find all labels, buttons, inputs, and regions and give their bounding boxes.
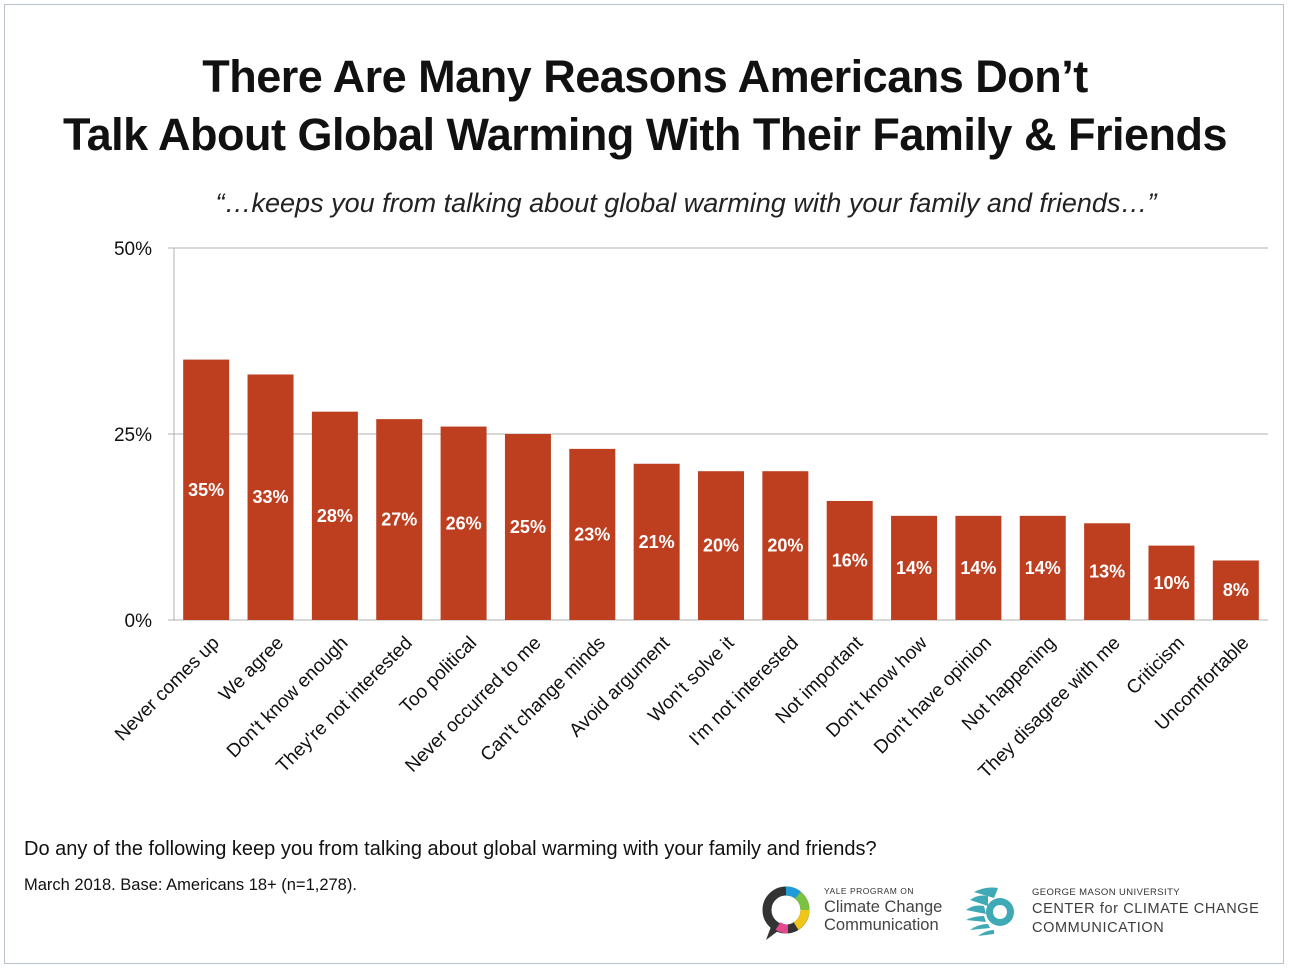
title-line-1: There Are Many Reasons Americans Don’t — [202, 51, 1088, 102]
bar-value-label: 8% — [1223, 580, 1249, 600]
survey-base-note: March 2018. Base: Americans 18+ (n=1,278… — [24, 876, 357, 894]
bar — [311, 411, 358, 620]
category-label: Don't have opinion — [870, 633, 996, 759]
gmu-logo-line-2: COMMUNICATION — [1032, 920, 1165, 936]
bar-value-label: 21% — [639, 532, 675, 552]
bar — [569, 448, 616, 620]
bar — [247, 374, 294, 620]
yale-logo-line-1: Climate Change — [824, 898, 943, 916]
bar — [698, 471, 744, 620]
y-tick-label: 25% — [114, 425, 152, 446]
bar — [955, 515, 1002, 620]
bar — [1212, 560, 1259, 620]
chart-title: There Are Many Reasons Americans Don’t T… — [0, 48, 1290, 164]
bar-value-label: 14% — [896, 558, 932, 578]
bar — [504, 434, 551, 620]
bar-value-label: 10% — [1153, 573, 1189, 593]
bar — [762, 471, 809, 620]
bar-value-label: 35% — [188, 480, 224, 500]
sunburst-logo-icon — [966, 887, 1014, 936]
bar — [826, 500, 873, 620]
bar — [1148, 545, 1195, 620]
yale-logo-small-text: YALE PROGRAM ON — [824, 886, 914, 896]
yale-logo: YALE PROGRAM ON Climate Change Communica… — [758, 880, 958, 946]
y-tick-label: 50% — [114, 239, 152, 260]
bar-value-label: 25% — [510, 517, 546, 537]
gmu-logo-line-1: CENTER for CLIMATE CHANGE — [1032, 901, 1260, 917]
category-label: Never comes up — [111, 633, 224, 746]
category-label: Criticism — [1123, 633, 1189, 699]
category-label: Can't change minds — [477, 633, 610, 766]
bar — [183, 359, 230, 620]
survey-question-note: Do any of the following keep you from ta… — [24, 838, 877, 860]
bar-value-label: 33% — [253, 487, 289, 507]
bar — [1019, 515, 1066, 620]
gmu-logo: GEORGE MASON UNIVERSITY CENTER for CLIMA… — [964, 882, 1264, 942]
bar — [633, 463, 680, 620]
bar-value-label: 23% — [574, 524, 610, 544]
bar — [891, 515, 938, 620]
bar-value-label: 16% — [832, 550, 868, 570]
bar-value-label: 14% — [960, 558, 996, 578]
bar-value-label: 14% — [1025, 558, 1061, 578]
bar-value-label: 28% — [317, 506, 353, 526]
gmu-logo-small-text: GEORGE MASON UNIVERSITY — [1032, 887, 1181, 898]
bar-value-label: 20% — [703, 536, 739, 556]
bar — [440, 426, 487, 620]
speech-bubble-logo-icon — [762, 886, 810, 940]
yale-logo-line-2: Communication — [824, 916, 939, 934]
bar — [1084, 523, 1131, 620]
bar-value-label: 26% — [446, 513, 482, 533]
bar-value-label: 27% — [381, 510, 417, 530]
y-tick-label: 0% — [125, 611, 153, 632]
category-label: Don't know enough — [223, 633, 352, 762]
category-label: I'm not interested — [685, 633, 802, 750]
chart-subtitle: “…keeps you from talking about global wa… — [215, 188, 1157, 218]
title-line-2: Talk About Global Warming With Their Fam… — [62, 109, 1228, 160]
bar — [376, 419, 423, 620]
bar-value-label: 20% — [767, 536, 803, 556]
bar-value-label: 13% — [1089, 562, 1125, 582]
